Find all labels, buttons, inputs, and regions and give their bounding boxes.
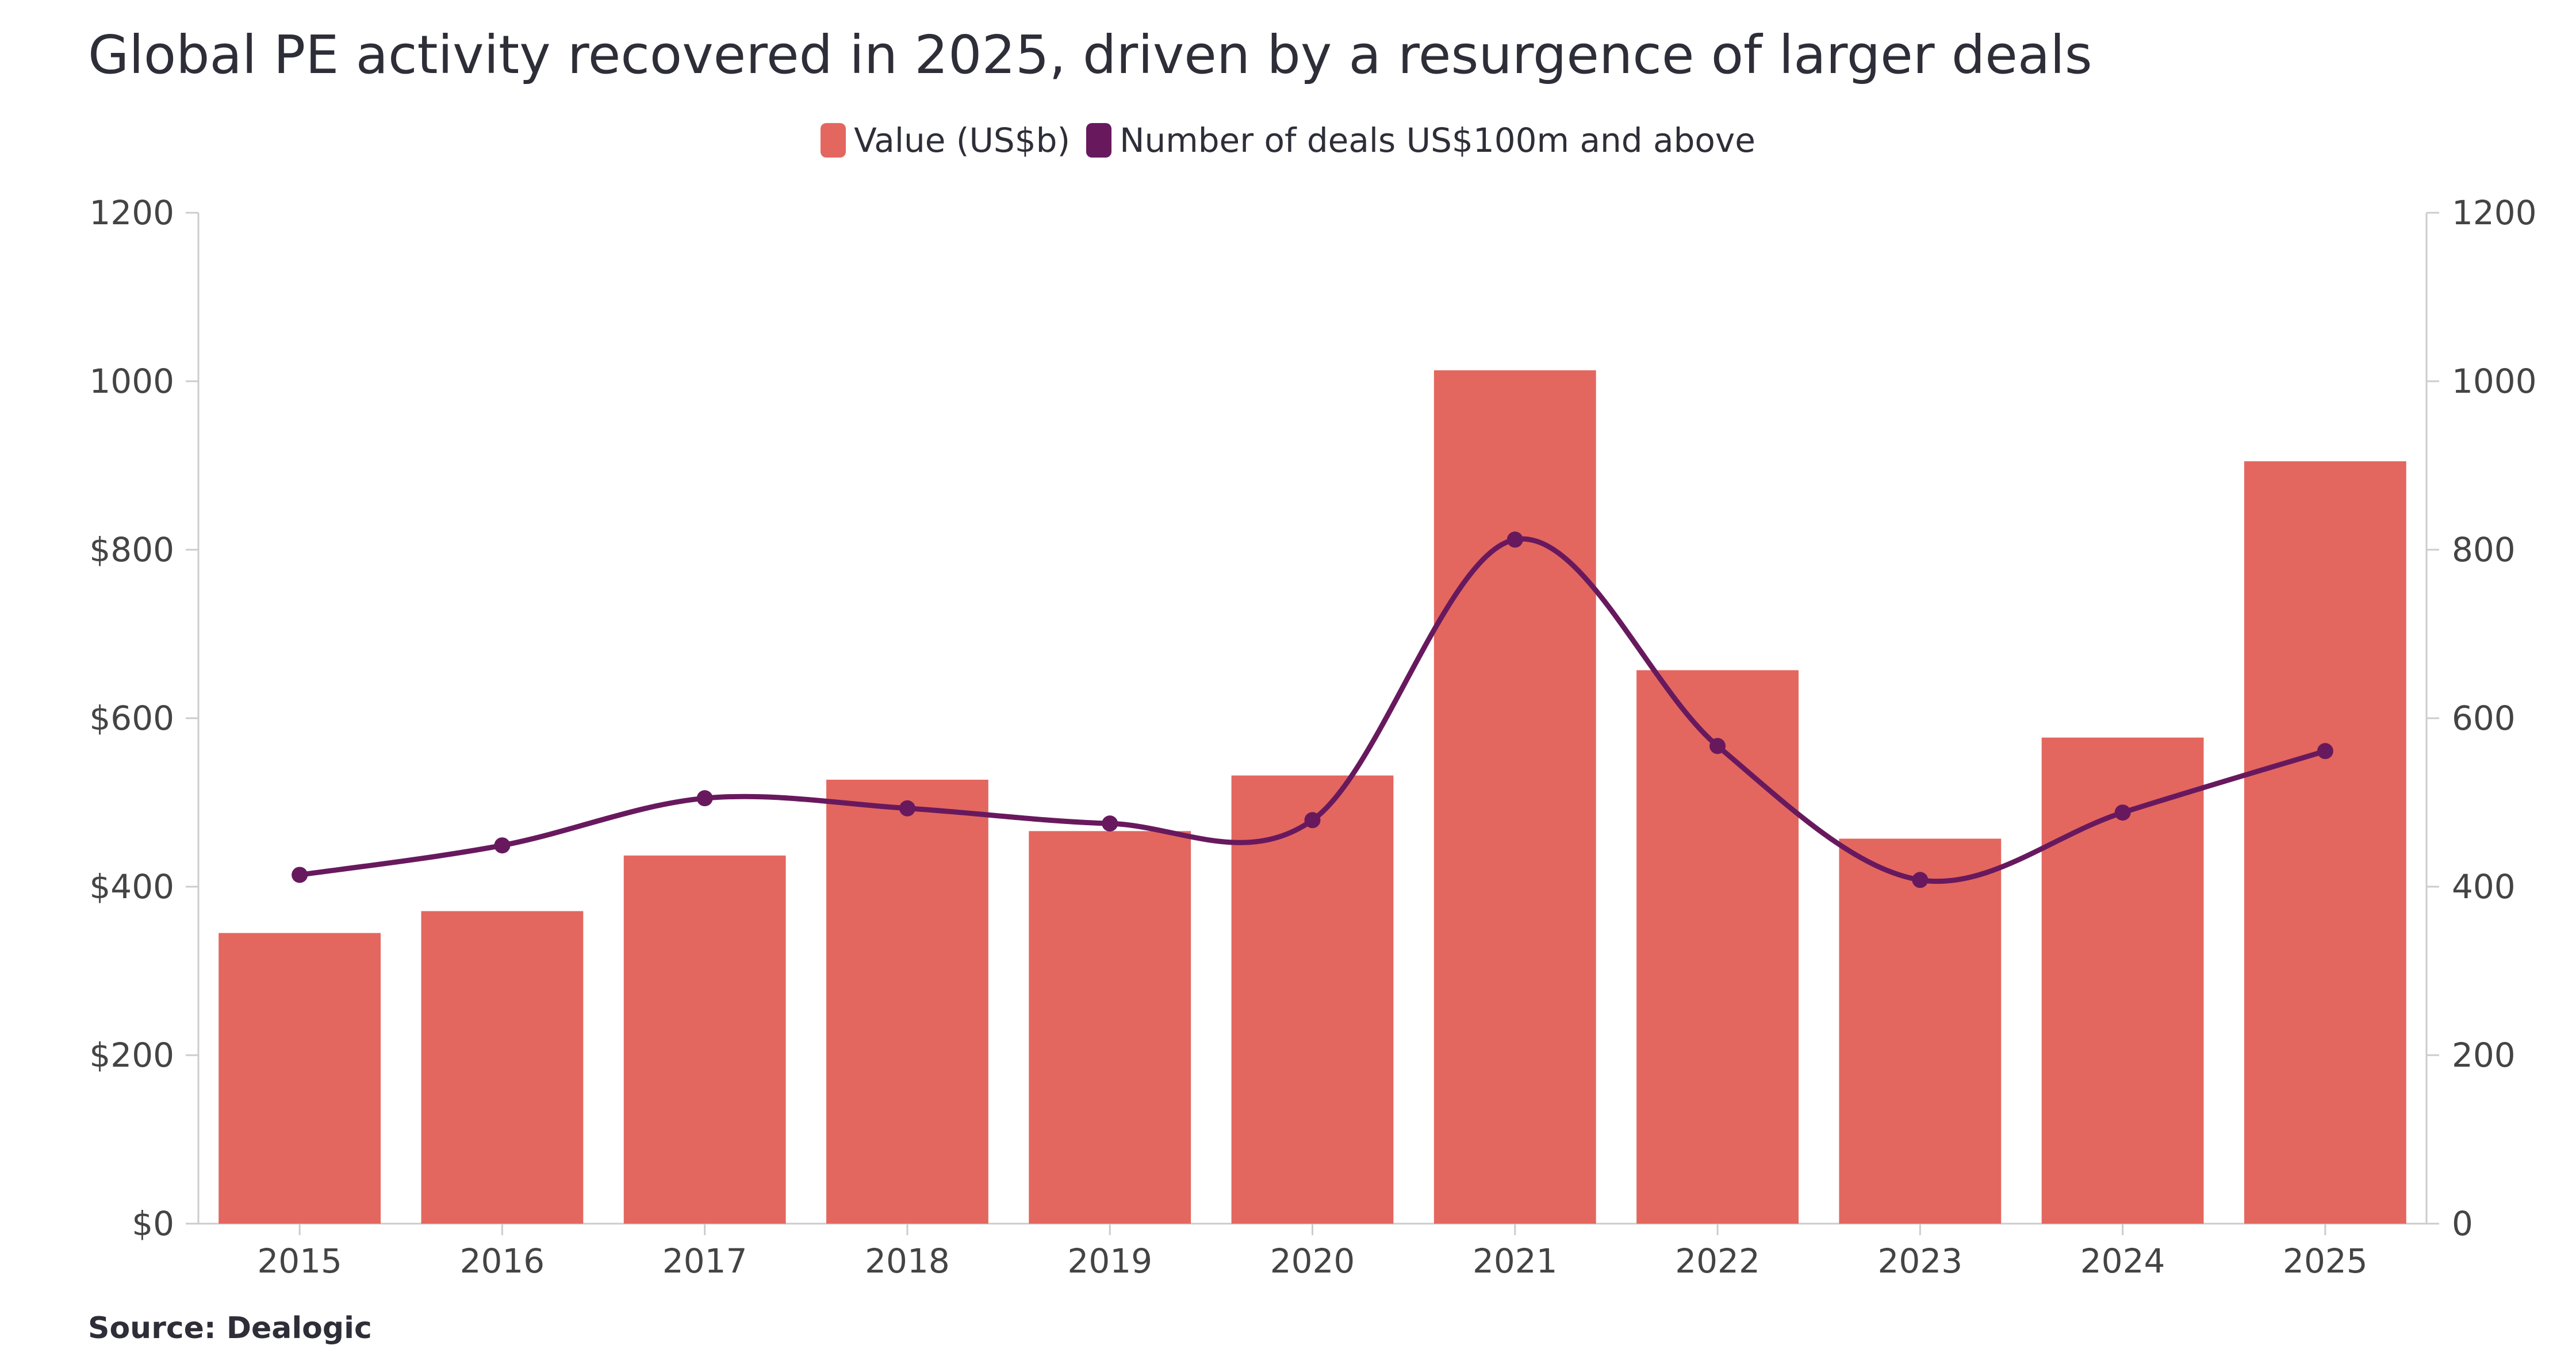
legend-item-value[interactable]: Value (US$b) (821, 121, 1070, 160)
bar-value-2016 (421, 911, 584, 1224)
legend-swatch-value (821, 123, 846, 158)
y-right-tick-label: 600 (2452, 699, 2516, 738)
x-tick-label: 2022 (1675, 1241, 1760, 1281)
point-deals-2015 (292, 867, 308, 883)
y-left-tick-label: $0 (132, 1204, 174, 1243)
legend-swatch-deals (1086, 123, 1112, 158)
legend-label-value: Value (US$b) (854, 121, 1071, 160)
x-tick-label: 2018 (865, 1241, 950, 1281)
source-note: Source: Dealogic (88, 1311, 372, 1346)
bar-value-2025 (2244, 461, 2406, 1224)
x-tick-label: 2021 (1473, 1241, 1558, 1281)
x-tick-label: 2024 (2080, 1241, 2165, 1281)
point-deals-2024 (2114, 804, 2131, 821)
bar-value-2019 (1029, 831, 1191, 1224)
series-line-deals (297, 536, 2328, 884)
bar-value-2020 (1231, 775, 1394, 1224)
bar-value-2017 (623, 855, 786, 1224)
y-left-tick-label: $600 (89, 699, 174, 738)
y-left-tick-label: 1200 (89, 193, 174, 232)
bar-value-2023 (1839, 838, 2002, 1224)
point-deals-2017 (696, 790, 713, 807)
y-right-tick-label: 800 (2452, 530, 2516, 569)
point-deals-2018 (899, 800, 915, 817)
y-right-tick-label: 400 (2452, 867, 2516, 906)
legend-item-deals[interactable]: Number of deals US$100m and above (1086, 121, 1755, 160)
point-deals-2022 (1709, 738, 1726, 754)
point-deals-2019 (1102, 815, 1118, 832)
y-left-tick-label: 1000 (89, 362, 174, 401)
y-right-tick-label: 1000 (2452, 362, 2537, 401)
bar-value-2018 (826, 779, 988, 1224)
chart-title: Global PE activity recovered in 2025, dr… (88, 24, 2092, 86)
y-left-tick-label: $800 (89, 530, 174, 569)
x-tick-label: 2015 (257, 1241, 342, 1281)
y-right-tick-label: 1200 (2452, 193, 2537, 232)
x-tick-label: 2020 (1270, 1241, 1355, 1281)
y-left-tick-label: $400 (89, 867, 174, 906)
bar-value-2022 (1636, 670, 1799, 1224)
point-deals-2023 (1912, 872, 1929, 888)
y-left-tick-label: $200 (89, 1036, 174, 1075)
point-deals-2021 (1506, 531, 1523, 548)
point-deals-2016 (494, 837, 511, 854)
point-deals-2020 (1304, 812, 1321, 829)
x-tick-label: 2025 (2283, 1241, 2368, 1281)
x-tick-label: 2017 (662, 1241, 747, 1281)
bar-value-2021 (1433, 370, 1596, 1224)
bar-value-2015 (218, 933, 381, 1224)
x-tick-label: 2016 (460, 1241, 545, 1281)
x-tick-label: 2019 (1067, 1241, 1152, 1281)
legend: Value (US$b) Number of deals US$100m and… (0, 121, 2576, 160)
point-deals-2025 (2317, 743, 2333, 760)
y-right-tick-label: 0 (2452, 1204, 2473, 1243)
y-right-tick-label: 200 (2452, 1036, 2516, 1075)
x-tick-label: 2023 (1878, 1241, 1963, 1281)
legend-label-deals: Number of deals US$100m and above (1120, 121, 1755, 160)
